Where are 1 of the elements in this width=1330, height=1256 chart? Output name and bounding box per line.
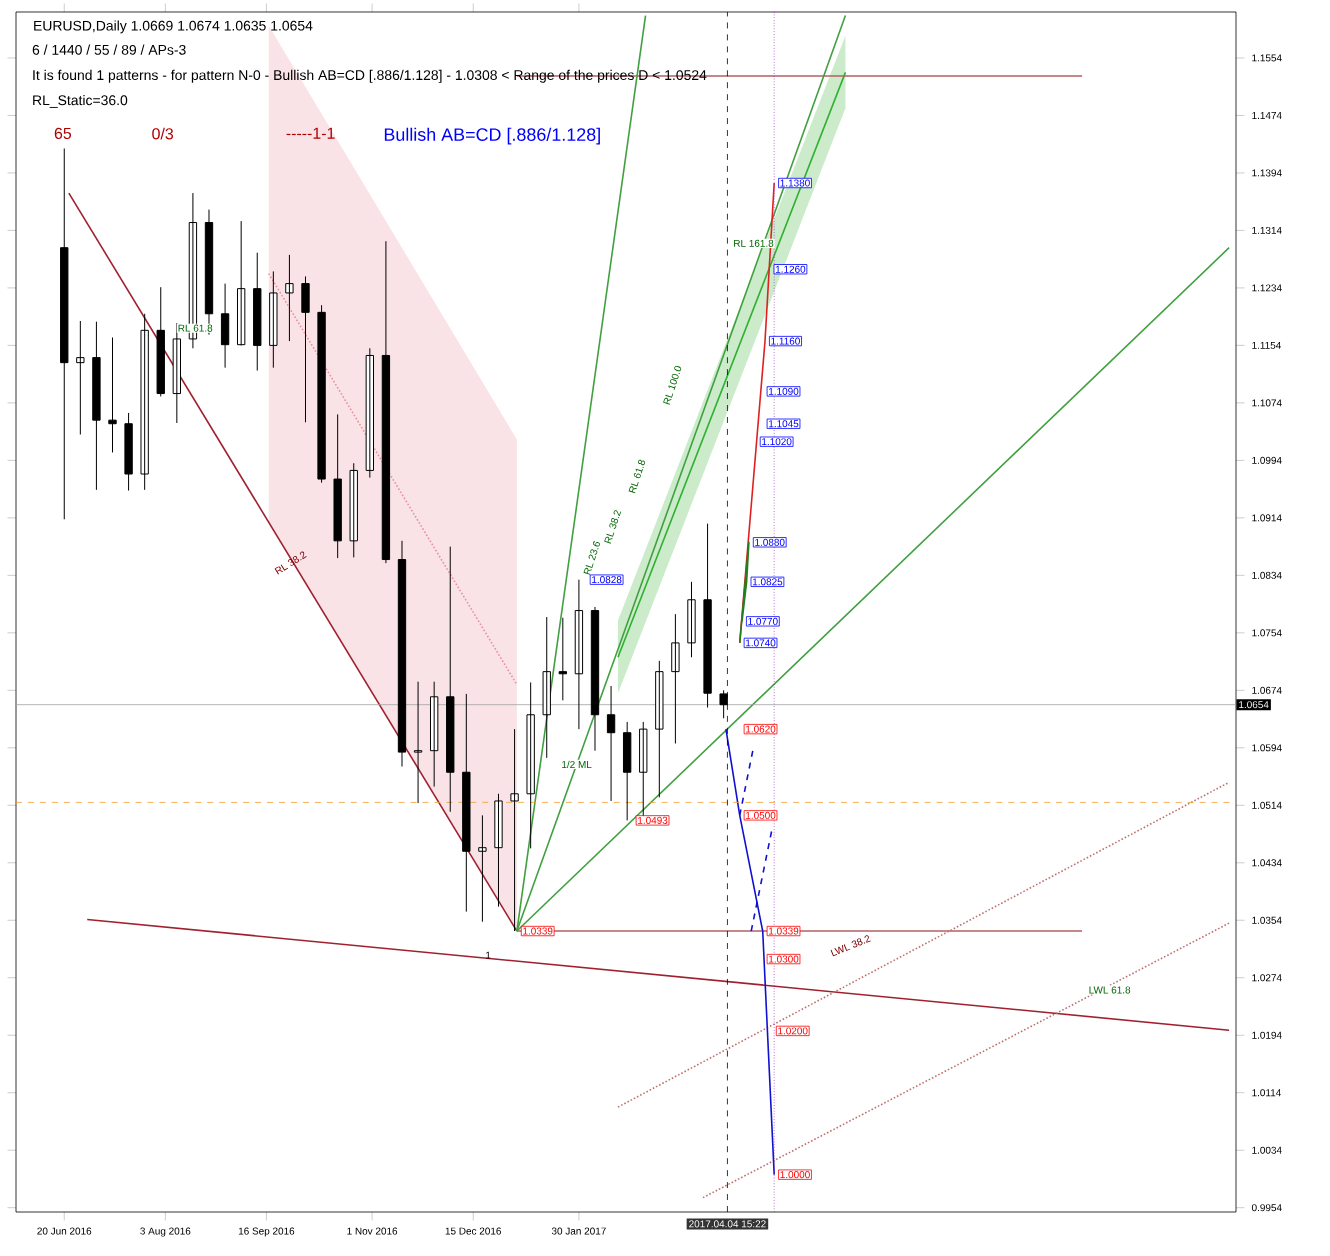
annotation: Bullish AB=CD [.886/1.128]	[384, 127, 600, 145]
